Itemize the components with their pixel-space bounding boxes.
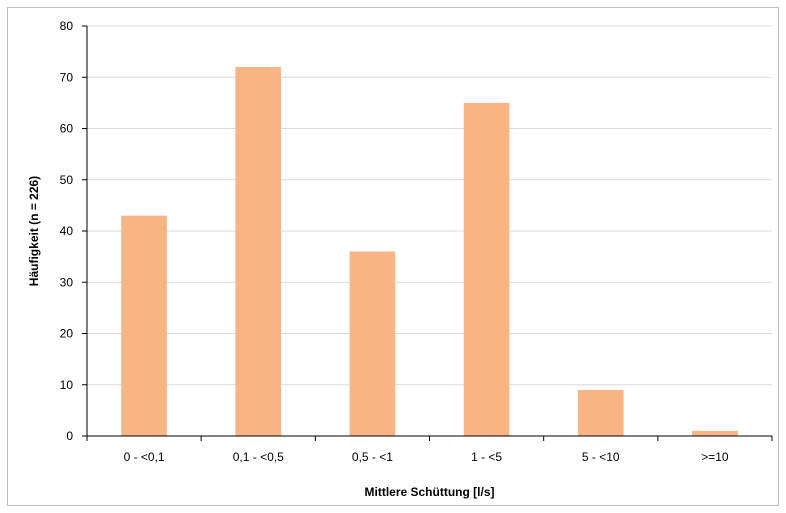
y-tick-label-4: 40: [60, 224, 74, 238]
y-tick-label-0: 0: [66, 429, 73, 443]
bar-3: [463, 102, 510, 436]
x-tick-label-0: 0 - <0,1: [124, 450, 165, 464]
y-tick-labels: 0 10 20 30 40 50 60 70 80: [60, 19, 74, 443]
y-tick-label-3: 30: [60, 275, 74, 289]
x-tick-label-1: 0,1 - <0,5: [233, 450, 284, 464]
x-tick-label-5: >=10: [701, 450, 729, 464]
bar-2: [349, 251, 396, 436]
x-tick-label-2: 0,5 - <1: [352, 450, 393, 464]
bar-4: [577, 389, 624, 436]
bar-5: [692, 430, 738, 436]
y-tick-label-5: 50: [60, 173, 74, 187]
x-tick-label-3: 1 - <5: [471, 450, 502, 464]
x-tick-label-4: 5 - <10: [582, 450, 620, 464]
axes: [82, 25, 773, 441]
y-axis-title: Häufigkeit (n = 226): [27, 176, 41, 286]
y-tick-label-8: 80: [60, 19, 74, 33]
gridlines: [87, 25, 772, 386]
y-tick-label-7: 70: [60, 70, 74, 84]
x-tick-labels: 0 - <0,1 0,1 - <0,5 0,5 - <1 1 - <5 5 - <10 >…: [124, 450, 729, 464]
x-axis-title: Mittlere Schüttung [l/s]: [365, 485, 495, 499]
y-tick-label-6: 60: [60, 122, 74, 136]
y-tick-label-1: 10: [60, 378, 74, 392]
bar-1: [235, 67, 282, 436]
y-tick-label-2: 20: [60, 327, 74, 341]
bar-0: [121, 215, 167, 436]
bars: [121, 67, 738, 436]
